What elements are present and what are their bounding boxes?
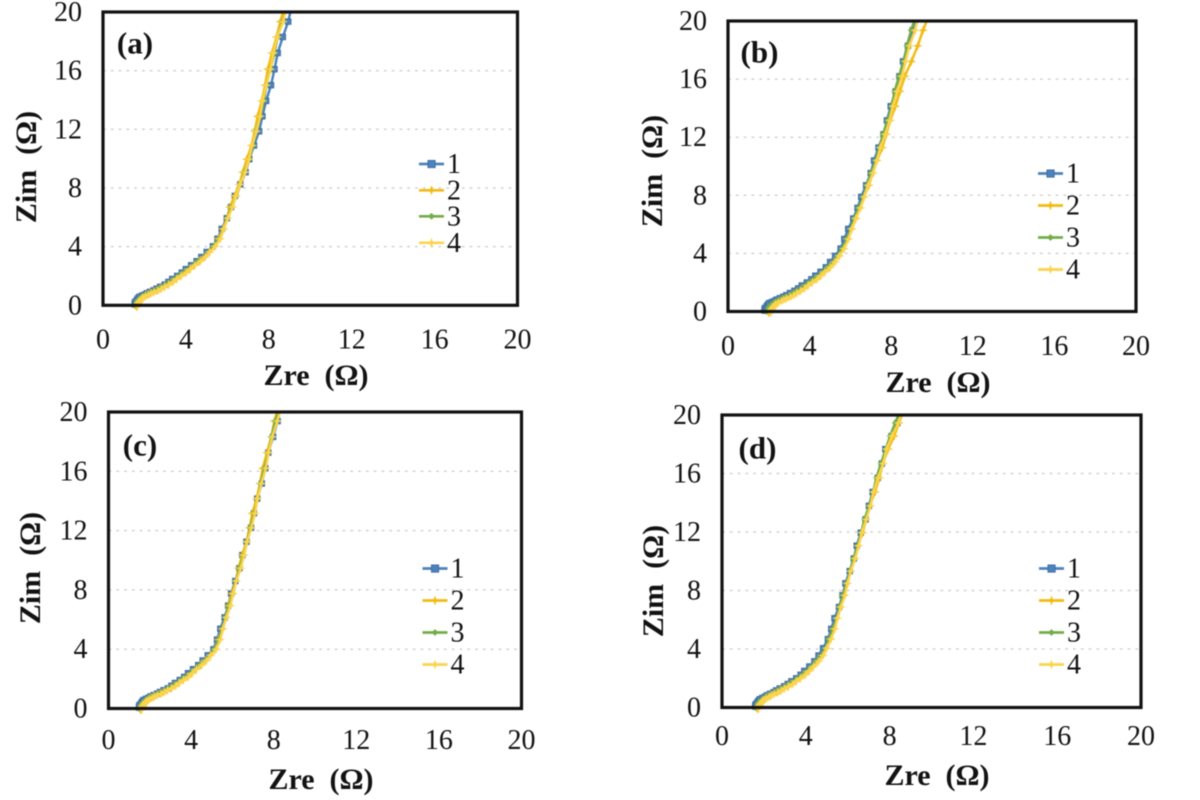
- svg-text:4: 4: [184, 725, 198, 756]
- svg-text:16: 16: [425, 725, 453, 756]
- svg-text:2: 2: [1066, 191, 1080, 222]
- svg-text:12: 12: [60, 516, 88, 547]
- svg-text:3: 3: [451, 618, 465, 649]
- svg-text:16: 16: [673, 459, 701, 490]
- svg-text:1: 1: [447, 149, 461, 180]
- svg-text:16: 16: [1043, 721, 1071, 752]
- svg-text:12: 12: [959, 721, 987, 752]
- svg-text:4: 4: [1066, 255, 1080, 286]
- svg-text:2: 2: [447, 175, 461, 206]
- svg-text:8: 8: [687, 576, 701, 607]
- svg-text:12: 12: [673, 517, 701, 548]
- svg-text:8: 8: [267, 725, 281, 756]
- svg-text:4: 4: [687, 634, 701, 665]
- svg-text:0: 0: [687, 693, 701, 724]
- svg-text:16: 16: [60, 456, 88, 487]
- svg-text:0: 0: [721, 331, 735, 362]
- svg-text:Zim (Ω): Zim (Ω): [636, 115, 669, 227]
- svg-text:12: 12: [338, 325, 366, 356]
- svg-text:20: 20: [508, 725, 536, 756]
- svg-text:4: 4: [68, 232, 82, 263]
- svg-text:3: 3: [1066, 223, 1080, 254]
- svg-text:Zre (Ω): Zre (Ω): [268, 763, 373, 796]
- svg-text:8: 8: [262, 325, 276, 356]
- svg-text:Zim (Ω): Zim (Ω): [637, 525, 670, 637]
- svg-text:Zim (Ω): Zim (Ω): [10, 111, 43, 223]
- svg-text:Zre (Ω): Zre (Ω): [263, 359, 368, 392]
- svg-text:0: 0: [102, 725, 116, 756]
- svg-text:20: 20: [673, 400, 701, 431]
- svg-text:Zre (Ω): Zre (Ω): [884, 759, 989, 792]
- svg-text:20: 20: [1122, 331, 1150, 362]
- svg-text:1: 1: [1066, 159, 1080, 190]
- svg-text:20: 20: [679, 6, 707, 37]
- svg-text:12: 12: [54, 114, 82, 145]
- svg-text:12: 12: [679, 122, 707, 153]
- svg-text:(c): (c): [123, 428, 157, 463]
- svg-text:12: 12: [959, 331, 987, 362]
- svg-text:Zre (Ω): Zre (Ω): [885, 366, 990, 399]
- svg-text:8: 8: [883, 721, 897, 752]
- svg-text:(a): (a): [117, 26, 153, 61]
- svg-text:4: 4: [799, 721, 813, 752]
- svg-text:8: 8: [74, 575, 88, 606]
- svg-text:20: 20: [504, 325, 532, 356]
- svg-text:4: 4: [451, 650, 465, 681]
- svg-text:4: 4: [803, 331, 817, 362]
- svg-text:2: 2: [451, 586, 465, 617]
- svg-text:4: 4: [179, 325, 193, 356]
- svg-text:12: 12: [342, 725, 370, 756]
- svg-text:0: 0: [715, 721, 729, 752]
- svg-text:0: 0: [68, 290, 82, 321]
- svg-text:1: 1: [451, 554, 465, 585]
- svg-text:0: 0: [96, 325, 110, 356]
- svg-text:16: 16: [679, 64, 707, 95]
- svg-text:4: 4: [1067, 650, 1081, 681]
- svg-text:(d): (d): [739, 431, 777, 466]
- svg-text:1: 1: [1067, 554, 1081, 585]
- svg-text:20: 20: [1127, 721, 1155, 752]
- svg-text:0: 0: [74, 694, 88, 725]
- svg-text:3: 3: [447, 201, 461, 232]
- svg-text:3: 3: [1067, 618, 1081, 649]
- svg-text:8: 8: [693, 180, 707, 211]
- svg-text:(b): (b): [741, 35, 779, 70]
- svg-text:0: 0: [693, 297, 707, 328]
- svg-text:8: 8: [884, 331, 898, 362]
- svg-text:4: 4: [693, 238, 707, 269]
- svg-text:20: 20: [54, 0, 82, 28]
- svg-text:2: 2: [1067, 586, 1081, 617]
- svg-text:16: 16: [1040, 331, 1068, 362]
- svg-text:Zim (Ω): Zim (Ω): [14, 512, 47, 624]
- svg-text:4: 4: [447, 228, 461, 259]
- svg-text:16: 16: [421, 325, 449, 356]
- svg-text:20: 20: [60, 397, 88, 428]
- svg-text:4: 4: [74, 634, 88, 665]
- svg-text:16: 16: [54, 56, 82, 87]
- svg-text:8: 8: [68, 173, 82, 204]
